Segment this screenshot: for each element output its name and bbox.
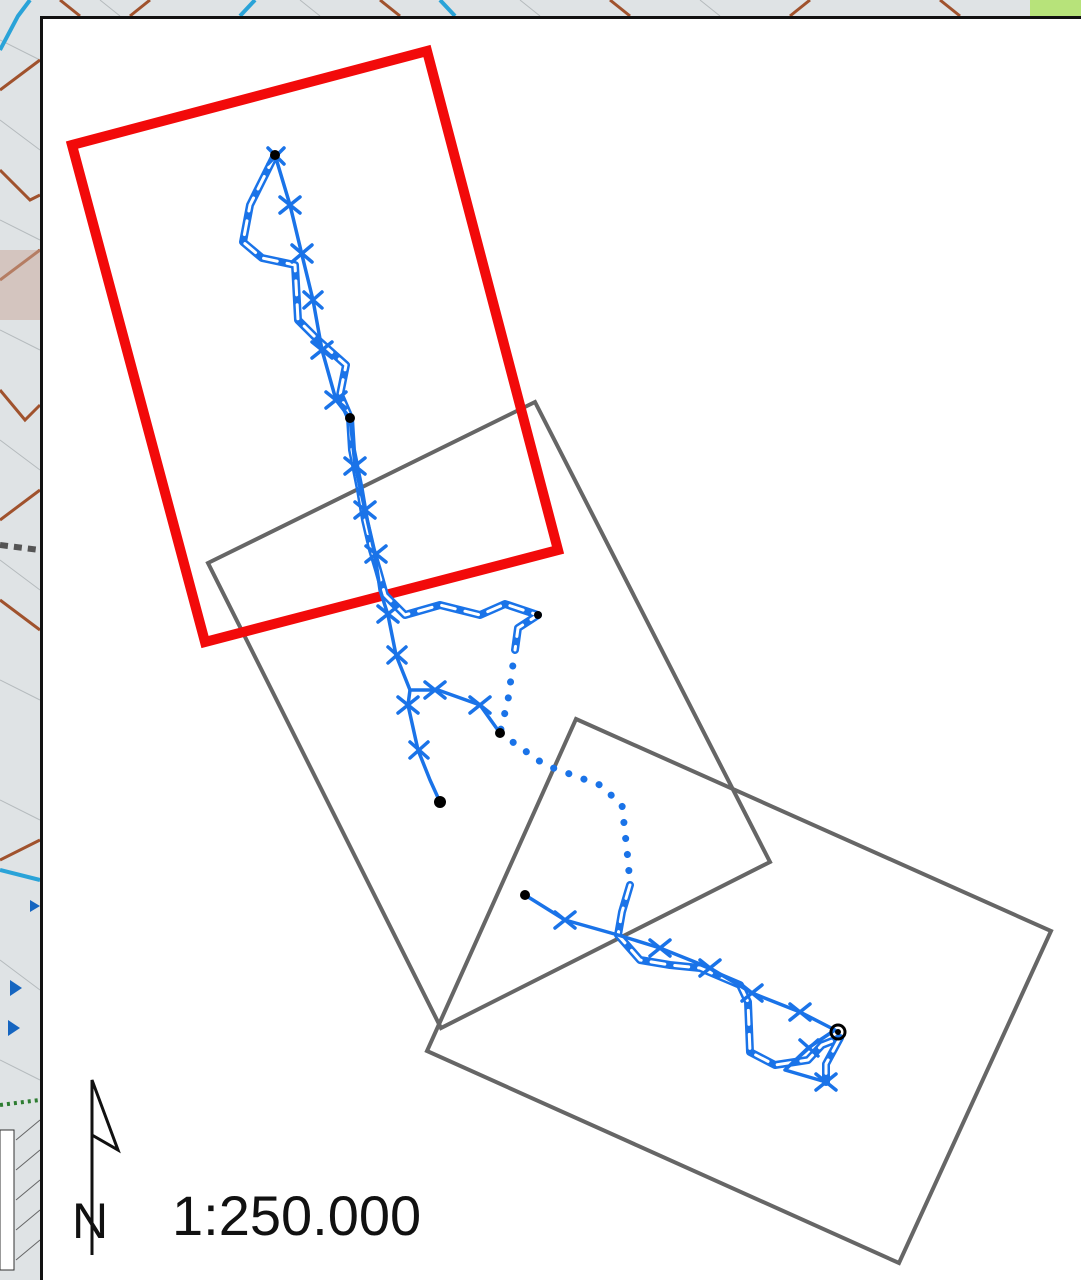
grey-frame-middle[interactable]	[205, 399, 773, 1031]
node	[534, 611, 542, 619]
node	[495, 728, 505, 738]
red-frame-selected[interactable]	[65, 44, 565, 649]
grey-frame-lower[interactable]	[424, 716, 1054, 1266]
route-dashed	[239, 151, 844, 1086]
node-start	[270, 150, 280, 160]
route-nodes[interactable]	[270, 150, 847, 1041]
north-arrow-icon	[90, 1079, 121, 1255]
scale-label: 1:250.000	[172, 1184, 422, 1247]
node	[434, 796, 446, 808]
map-panel	[40, 16, 1081, 1280]
route-solid	[273, 154, 837, 1084]
node	[345, 413, 355, 423]
dotted-route	[496, 646, 634, 889]
node-end	[829, 1023, 847, 1041]
north-label: N	[72, 1193, 109, 1249]
node	[520, 890, 530, 900]
cross-markers	[266, 146, 838, 1092]
